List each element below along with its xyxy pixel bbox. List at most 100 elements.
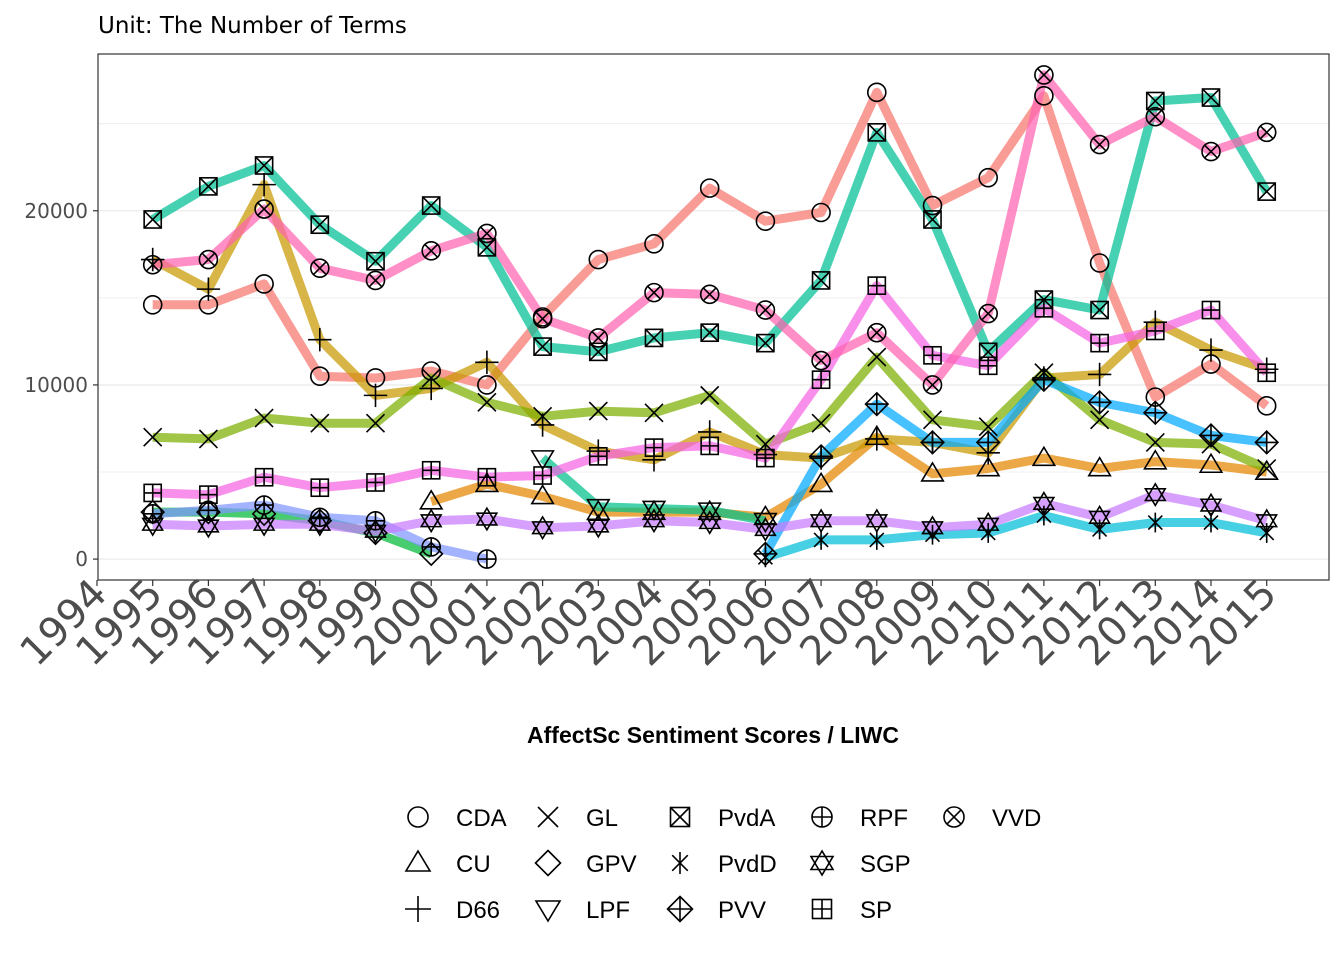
data-point-gl [254, 408, 274, 428]
data-point-sgp [364, 518, 387, 544]
legend-key [669, 806, 691, 828]
data-point-lpf [530, 450, 555, 471]
plot-panel-border [97, 53, 1330, 581]
legend-label: LPF [586, 897, 630, 924]
data-point-pvv [1031, 367, 1057, 393]
data-point-sgp [531, 515, 554, 541]
data-point-d66 [308, 327, 332, 352]
legend-label: D66 [456, 897, 500, 924]
legend-item-d66: D66 [405, 896, 500, 924]
data-point-cda [1256, 396, 1277, 416]
data-point-d66 [252, 172, 276, 197]
data-point-sgp [642, 508, 666, 534]
legend-key [534, 900, 562, 923]
data-point-gl [588, 401, 608, 421]
data-point-sp [867, 276, 887, 295]
data-point-lpf [753, 512, 778, 534]
y-tick-label: 10000 [24, 373, 88, 397]
data-point-sgp [976, 511, 1000, 537]
data-point-vvd [254, 199, 274, 219]
data-point-cu [1143, 449, 1168, 470]
data-point-sgp [1255, 508, 1279, 534]
data-point-rpf [421, 537, 442, 557]
legend-key [943, 806, 965, 828]
data-point-pvv [1087, 389, 1112, 415]
data-point-pvda [254, 156, 274, 175]
data-point-cu [975, 456, 1001, 477]
data-point-gl [978, 417, 998, 437]
data-point-sp [1145, 321, 1165, 341]
data-point-cda [142, 295, 163, 315]
data-point-sgp [419, 508, 443, 534]
series-line-pvv [761, 375, 1268, 557]
data-point-pvv [1142, 400, 1168, 426]
data-point-sgp [1143, 482, 1167, 508]
data-point-pvda [143, 210, 163, 229]
data-point-vvd [421, 241, 442, 261]
data-point-sgp [809, 508, 833, 534]
data-point-cda [588, 249, 609, 270]
data-point-cda [254, 274, 274, 294]
data-point-rpf [477, 549, 497, 569]
legend-item-sp: SP [811, 897, 892, 924]
data-point-sgp [475, 506, 499, 532]
legend-label: CU [456, 851, 491, 878]
data-point-pvda [700, 323, 720, 343]
legend-label: RPF [860, 805, 908, 832]
data-point-cda [978, 167, 999, 188]
data-point-sgp [1199, 492, 1223, 518]
legend-key [405, 896, 431, 922]
data-point-sp [254, 467, 274, 487]
data-point-sgp [865, 508, 889, 534]
legend-item-rpf: RPF [811, 805, 908, 832]
data-point-cda [1034, 86, 1054, 106]
data-point-vvd [1034, 65, 1054, 85]
legend-item-sgp: SGP [809, 849, 911, 878]
legend-item-gpv: GPV [534, 849, 637, 878]
data-point-cda [644, 234, 664, 254]
series-line-cda [152, 87, 1270, 410]
data-point-cu [697, 499, 722, 521]
data-point-pvda [923, 210, 942, 229]
data-point-pvda [366, 251, 385, 271]
data-point-sgp [586, 513, 610, 539]
data-point-pvdd [813, 530, 829, 550]
data-point-cda [309, 366, 330, 387]
legend-key [404, 849, 432, 872]
legend-item-cda: CDA [407, 805, 507, 832]
y-tick-label: 0 [75, 547, 88, 571]
series-line-cu [429, 432, 1268, 522]
data-point-sgp [698, 510, 722, 535]
data-point-vvd [588, 328, 609, 348]
chart-subtitle: Unit: The Number of Terms [98, 13, 407, 39]
data-point-vvd [1089, 134, 1110, 155]
data-point-d66 [475, 350, 499, 374]
data-point-rpf [309, 507, 330, 528]
data-point-sp [1201, 300, 1221, 320]
legend-item-pvdd: PvdD [671, 851, 777, 878]
legend-item-lpf: LPF [534, 897, 630, 924]
legend-key [811, 898, 833, 920]
data-point-gl [867, 347, 887, 367]
data-point-cu [530, 484, 555, 505]
data-point-sgp [252, 511, 276, 537]
series-line-pvdd [764, 511, 1268, 562]
data-point-cda [477, 375, 497, 395]
legend-label: GPV [586, 851, 637, 878]
legend-label: VVD [992, 805, 1041, 832]
y-axis: 0 10000 20000 [24, 199, 98, 571]
y-tick-label: 20000 [24, 199, 88, 223]
data-point-cu [1087, 456, 1112, 477]
data-point-vvd [309, 258, 330, 279]
data-point-d66 [1199, 338, 1223, 362]
data-point-vvd [699, 284, 720, 305]
data-point-sp [421, 460, 441, 480]
data-point-cu [808, 471, 834, 493]
data-point-pvda [310, 215, 330, 235]
data-point-vvd [755, 300, 776, 320]
data-point-sgp [1088, 504, 1111, 530]
data-point-pvda [477, 237, 497, 257]
legend-label: SP [860, 897, 892, 924]
data-point-gl [1145, 432, 1165, 452]
